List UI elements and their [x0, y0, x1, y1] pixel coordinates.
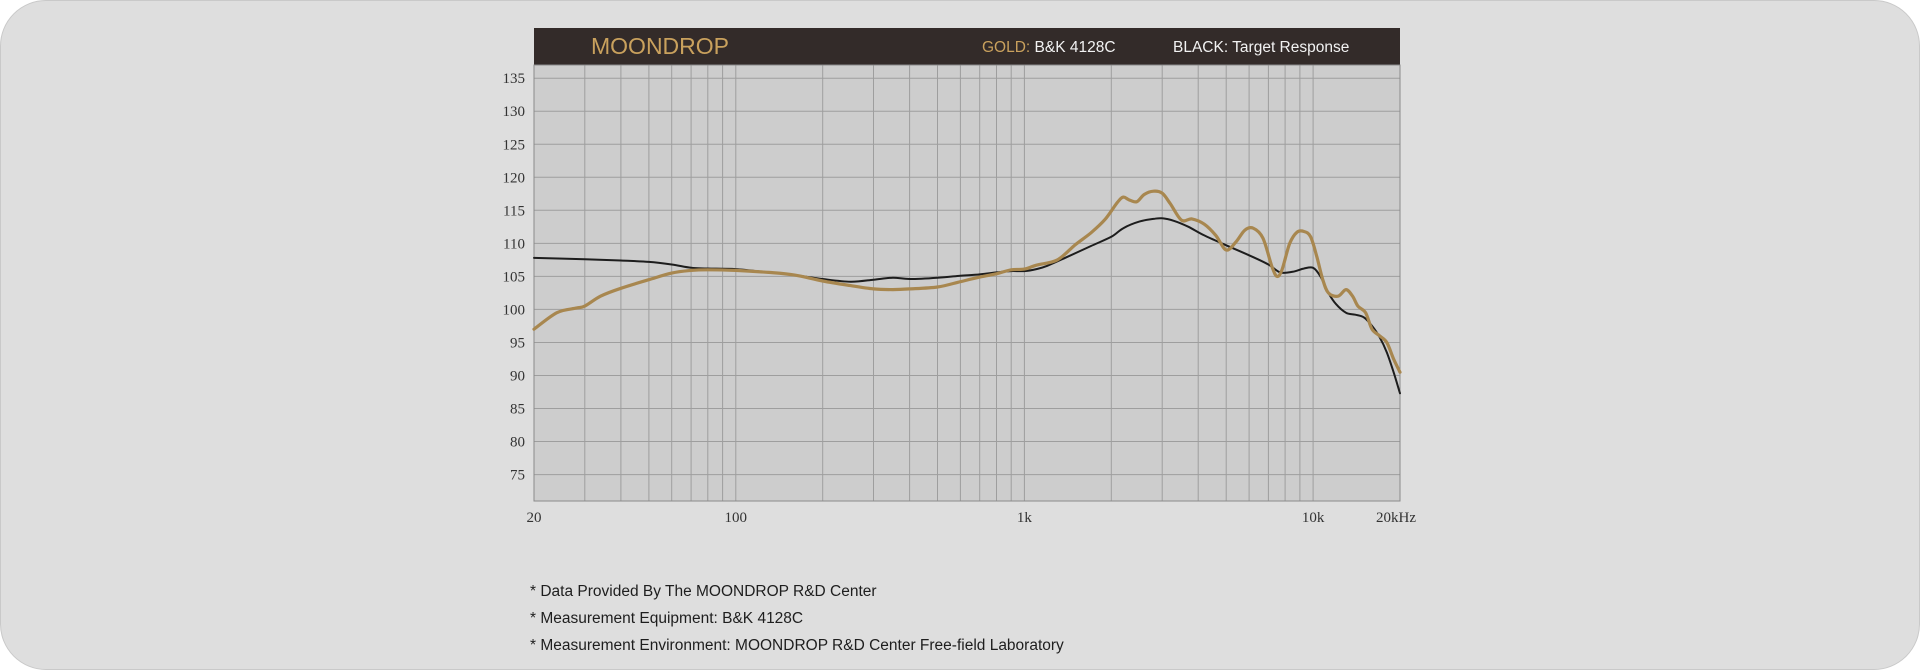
- y-tick-label: 100: [503, 302, 526, 318]
- y-tick-label: 130: [503, 104, 526, 120]
- x-tick-label: 20: [527, 510, 542, 526]
- y-tick-label: 90: [510, 369, 525, 385]
- series-line-gold-measurement: [532, 189, 1402, 374]
- series-lines: [532, 189, 1402, 395]
- legend-black: BLACK: Target Response: [1173, 39, 1349, 56]
- x-tick-label: 100: [725, 510, 748, 526]
- legend-black-key: BLACK:: [1173, 39, 1228, 56]
- legend-gold-value: B&K 4128C: [1030, 39, 1115, 56]
- y-tick-label: 95: [510, 336, 525, 352]
- legend-gold-key: GOLD:: [982, 39, 1030, 56]
- chart-header-bar: [534, 28, 1400, 65]
- y-axis-ticks: 135 130 125 120 115 110 105 100 95 90 85 80 75: [503, 71, 526, 483]
- y-tick-label: 120: [503, 170, 526, 186]
- y-tick-label: 80: [510, 435, 525, 451]
- y-tick-label: 110: [503, 236, 525, 252]
- footnote-equipment: * Measurement Equipment: B&K 4128C: [530, 610, 804, 627]
- y-tick-label: 105: [503, 269, 526, 285]
- y-tick-label: 125: [503, 137, 526, 153]
- y-tick-label: 85: [510, 402, 525, 418]
- grid: [533, 64, 1401, 502]
- y-tick-label: 135: [503, 71, 526, 87]
- footnote-data-source: * Data Provided By The MOONDROP R&D Cent…: [530, 583, 877, 600]
- brand-logo-text: MOONDROP: [591, 33, 729, 59]
- plot-border: [533, 64, 1401, 502]
- legend-gold: GOLD: B&K 4128C: [982, 39, 1116, 56]
- legend-black-value: Target Response: [1228, 39, 1349, 56]
- footnotes: * Data Provided By The MOONDROP R&D Cent…: [530, 578, 1064, 659]
- y-tick-label: 115: [503, 203, 525, 219]
- footnote-environment: * Measurement Environment: MOONDROP R&D …: [530, 637, 1064, 654]
- x-tick-label: 20kHz: [1376, 510, 1416, 526]
- plot-area: [534, 65, 1400, 501]
- x-tick-label: 1k: [1017, 510, 1033, 526]
- y-tick-label: 75: [510, 468, 525, 484]
- x-axis-ticks: 20 100 1k 10k 20kHz: [527, 510, 1417, 526]
- x-tick-label: 10k: [1302, 510, 1325, 526]
